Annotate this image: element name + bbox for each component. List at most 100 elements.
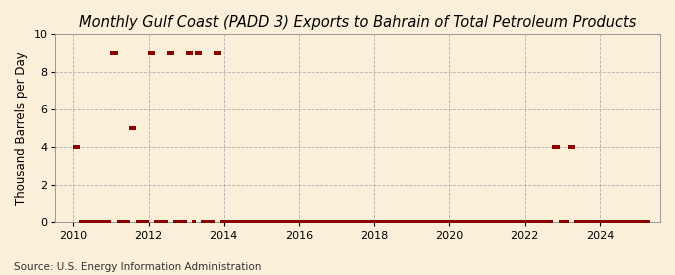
Point (119, 220, 130, 225)
Point (242, 220, 252, 225)
Point (427, 220, 437, 225)
Point (320, 220, 331, 225)
Point (167, 51, 178, 55)
Point (245, 220, 256, 225)
Point (411, 220, 422, 225)
Point (521, 220, 532, 225)
Point (612, 220, 622, 225)
Point (627, 220, 638, 225)
Point (480, 220, 491, 225)
Point (489, 220, 500, 225)
Point (201, 220, 212, 225)
Point (377, 220, 387, 225)
Point (157, 220, 168, 225)
Point (562, 220, 572, 225)
Point (161, 220, 171, 225)
Point (518, 220, 529, 225)
Point (398, 220, 409, 225)
Point (549, 145, 560, 149)
Point (104, 220, 115, 225)
Point (144, 51, 155, 55)
Point (461, 220, 472, 225)
Point (565, 145, 576, 149)
Point (251, 220, 262, 225)
Point (182, 51, 193, 55)
Point (198, 220, 209, 225)
Point (630, 220, 641, 225)
Point (618, 220, 628, 225)
Point (524, 220, 535, 225)
Point (495, 220, 506, 225)
Point (292, 220, 303, 225)
Point (339, 220, 350, 225)
Point (580, 220, 591, 225)
Point (605, 220, 616, 225)
Point (163, 51, 174, 55)
Point (396, 220, 406, 225)
Point (138, 220, 149, 225)
Text: Source: U.S. Energy Information Administration: Source: U.S. Energy Information Administ… (14, 262, 261, 272)
Point (289, 220, 300, 225)
Point (317, 220, 328, 225)
Point (543, 220, 554, 225)
Point (298, 220, 309, 225)
Y-axis label: Thousand Barrels per Day: Thousand Barrels per Day (15, 51, 28, 205)
Point (546, 220, 557, 225)
Point (310, 220, 321, 225)
Point (452, 220, 462, 225)
Point (169, 220, 180, 225)
Point (179, 220, 190, 225)
Point (239, 220, 250, 225)
Point (593, 220, 603, 225)
Point (342, 220, 353, 225)
Point (85, 220, 96, 225)
Title: Monthly Gulf Coast (PADD 3) Exports to Bahrain of Total Petroleum Products: Monthly Gulf Coast (PADD 3) Exports to B… (78, 15, 636, 30)
Point (468, 220, 479, 225)
Point (599, 220, 610, 225)
Point (439, 220, 450, 225)
Point (389, 220, 400, 225)
Point (358, 220, 369, 225)
Point (176, 220, 187, 225)
Point (405, 220, 416, 225)
Point (211, 51, 221, 55)
Point (643, 220, 654, 225)
Point (624, 220, 635, 225)
Point (270, 220, 281, 225)
Point (279, 220, 290, 225)
Point (123, 220, 134, 225)
Point (373, 220, 384, 225)
Point (151, 220, 162, 225)
Point (383, 220, 394, 225)
Point (195, 51, 206, 55)
Point (327, 220, 338, 225)
Point (323, 220, 334, 225)
Point (295, 220, 306, 225)
Point (258, 220, 269, 225)
Point (230, 220, 240, 225)
Point (333, 220, 344, 225)
Point (442, 220, 453, 225)
Point (223, 220, 234, 225)
Point (352, 220, 362, 225)
Point (596, 220, 607, 225)
Point (574, 220, 585, 225)
Point (192, 51, 202, 55)
Point (107, 51, 118, 55)
Point (615, 220, 626, 225)
Point (367, 220, 378, 225)
Point (129, 126, 140, 130)
Point (505, 220, 516, 225)
Point (449, 220, 460, 225)
Point (583, 220, 594, 225)
Point (308, 220, 319, 225)
Point (254, 220, 265, 225)
Point (261, 220, 271, 225)
Point (483, 220, 494, 225)
Point (304, 220, 315, 225)
Point (436, 220, 447, 225)
Point (640, 220, 651, 225)
Point (286, 220, 296, 225)
Point (392, 220, 403, 225)
Point (499, 220, 510, 225)
